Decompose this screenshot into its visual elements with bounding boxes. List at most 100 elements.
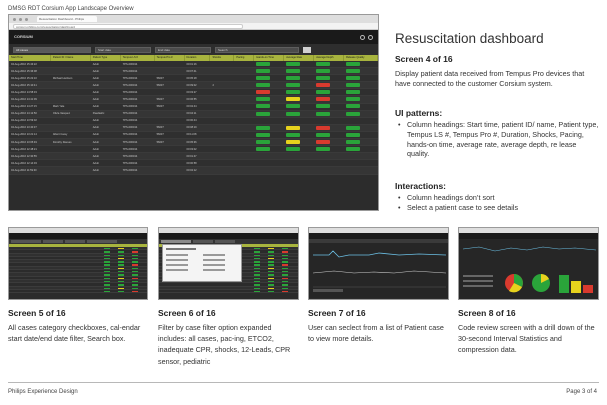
status-badge <box>282 287 288 289</box>
table-cell: 04-Aug-2016 14:58:33 <box>11 90 37 94</box>
case-filter-dropdown[interactable] <box>162 244 242 282</box>
status-cell <box>254 146 284 153</box>
table-row[interactable]: 04-Aug-2016 13:21:14 Albert Carey Adult TPS… <box>9 131 378 140</box>
status-cell <box>284 124 314 131</box>
table-cell: 00:02:44 <box>186 105 197 109</box>
status-badge <box>254 287 260 289</box>
table-cell: 04-Aug-2016 12:14:03 <box>11 161 37 165</box>
table-row[interactable]: 04-Aug-2016 13:05:49 Dorothy Reeves Adult T… <box>9 139 378 147</box>
table-row[interactable]: 04-Aug-2016 15:10:41 Adult TPS-000194 56037… <box>9 82 378 90</box>
close-window-icon[interactable] <box>13 17 16 21</box>
status-badge <box>254 277 260 280</box>
table-cell: 56037 <box>156 83 164 87</box>
status-badge <box>104 261 110 263</box>
table-row[interactable]: 04-Aug-2016 14:58:33 Adult TPS-000194 00:03… <box>9 89 378 97</box>
all-cases-filter[interactable]: All cases <box>13 46 91 53</box>
table-row[interactable]: 04-Aug-2016 11:59:30 Adult TPS-000194 00:02… <box>9 167 378 175</box>
table-cell: TPS-000194 <box>122 76 138 80</box>
status-badge <box>118 271 124 273</box>
table-cell: TPS-000194 <box>122 62 138 66</box>
table-row[interactable]: 04-Aug-2016 12:30:55 Adult TPS-000194 00:01… <box>9 153 378 161</box>
table-row[interactable]: 04-Aug-2016 13:40:37 Adult TPS-000194 56037… <box>9 124 378 132</box>
status-cell <box>314 61 344 68</box>
table-cell: Adult <box>92 76 99 80</box>
status-badge <box>346 68 361 73</box>
table-cell: 00:00:44 <box>186 119 197 123</box>
status-badge <box>286 76 301 81</box>
search-button[interactable] <box>303 46 311 53</box>
table-row[interactable]: 04-Aug-2016 13:59:02 Adult TPS-000194 00:00… <box>9 117 378 125</box>
table-row[interactable]: 04-Aug-2016 14:12:50 Olivia Vasquez Paedia… <box>9 110 378 118</box>
table-row[interactable]: 04-Aug-2016 12:48:21 Adult TPS-000194 00:03… <box>9 146 378 154</box>
screen-5-thumbnail <box>8 227 148 300</box>
table-cell: Adult <box>92 133 99 137</box>
table-cell: 00:01:16 <box>186 62 197 66</box>
status-badge <box>256 139 271 144</box>
minimize-window-icon[interactable] <box>19 17 22 21</box>
maximize-window-icon[interactable] <box>25 17 28 21</box>
table-cell: Adult <box>92 147 99 151</box>
status-badge <box>104 257 110 260</box>
status-badge <box>268 254 274 256</box>
table-cell: Adult <box>92 140 99 144</box>
user-icon[interactable] <box>368 34 373 40</box>
status-badge <box>254 248 260 250</box>
thumbnail-row <box>9 273 147 277</box>
table-cell: Mark Yale <box>52 105 65 109</box>
table-cell: TPS-000194 <box>122 105 138 109</box>
panel-title: Resuscitation dashboard <box>395 31 544 46</box>
table-cell: 04-Aug-2016 12:30:55 <box>11 154 37 158</box>
status-cell <box>314 82 344 89</box>
browser-tab-bar: Resuscitation Dashboard - Philips <box>9 15 378 23</box>
status-badge <box>254 257 260 260</box>
status-badge <box>118 287 124 289</box>
search-input[interactable]: Search <box>215 46 299 53</box>
case-waveform-chart <box>309 243 448 298</box>
table-cell: TPS-000194 <box>122 154 138 158</box>
status-cell <box>284 131 314 138</box>
search-icon[interactable] <box>360 34 365 40</box>
bullet-icon: • <box>398 193 401 202</box>
status-badge <box>268 290 274 293</box>
status-cell <box>314 131 344 138</box>
thumbnail-row <box>9 260 147 264</box>
resuscitation-dashboard-screenshot: Resuscitation Dashboard - Philips corsiu… <box>8 14 379 211</box>
thumbnail-row <box>159 286 298 290</box>
status-badge <box>268 251 274 253</box>
table-cell: Albert Carey <box>52 133 68 137</box>
status-badge <box>316 125 331 130</box>
status-cell <box>254 110 284 117</box>
table-cell: 04-Aug-2016 13:40:37 <box>11 126 37 130</box>
url-input[interactable]: corsium.philips.com/resuscitation/dashbo… <box>13 23 243 29</box>
start-date-field[interactable]: Start date <box>95 46 151 53</box>
table-cell: 00:00:58 <box>186 161 197 165</box>
status-cell <box>284 82 314 89</box>
status-badge <box>282 254 288 256</box>
thumbnail-row <box>9 277 147 280</box>
status-badge <box>286 61 301 66</box>
table-cell: 00:01:47 <box>186 154 197 158</box>
status-badge <box>282 277 288 280</box>
table-row[interactable]: 04-Aug-2016 12:14:03 Adult TPS-000194 00:00… <box>9 160 378 168</box>
table-row[interactable]: 04-Aug-2016 14:27:15 Mark Yale Adult TPS-00… <box>9 103 378 111</box>
bullet-icon: • <box>398 202 401 212</box>
screen-7-description: User can seclect from a list of Patient … <box>308 323 444 344</box>
end-date-field[interactable]: End date <box>155 46 211 53</box>
table-row[interactable]: 04-Aug-2016 15:22:10 Michael Harrison Adul… <box>9 75 378 83</box>
footer-company: Philips Experience Design <box>8 389 78 395</box>
status-badge <box>346 61 361 66</box>
browser-tab[interactable]: Resuscitation Dashboard - Philips <box>37 16 97 22</box>
status-badge <box>104 287 110 289</box>
status-cell <box>344 82 378 89</box>
table-cell: 04-Aug-2016 13:05:49 <box>11 140 37 144</box>
status-badge <box>268 277 274 280</box>
table-cell: 56037 <box>156 76 164 80</box>
table-cell: 00:09:02 <box>186 83 197 87</box>
filter-bar: All cases Start date End date Search <box>9 44 378 55</box>
table-row[interactable]: 04-Aug-2016 14:41:09 Adult TPS-000194 56037… <box>9 96 378 104</box>
status-cell <box>254 139 284 146</box>
thumbnail-row <box>9 250 147 254</box>
table-cell: Adult <box>92 168 99 172</box>
table-row[interactable]: 04-Aug-2016 15:43:22 Adult TPS-000194 00:01… <box>9 61 378 69</box>
table-row[interactable]: 04-Aug-2016 15:36:08 Adult TPS-000194 00:07… <box>9 68 378 76</box>
